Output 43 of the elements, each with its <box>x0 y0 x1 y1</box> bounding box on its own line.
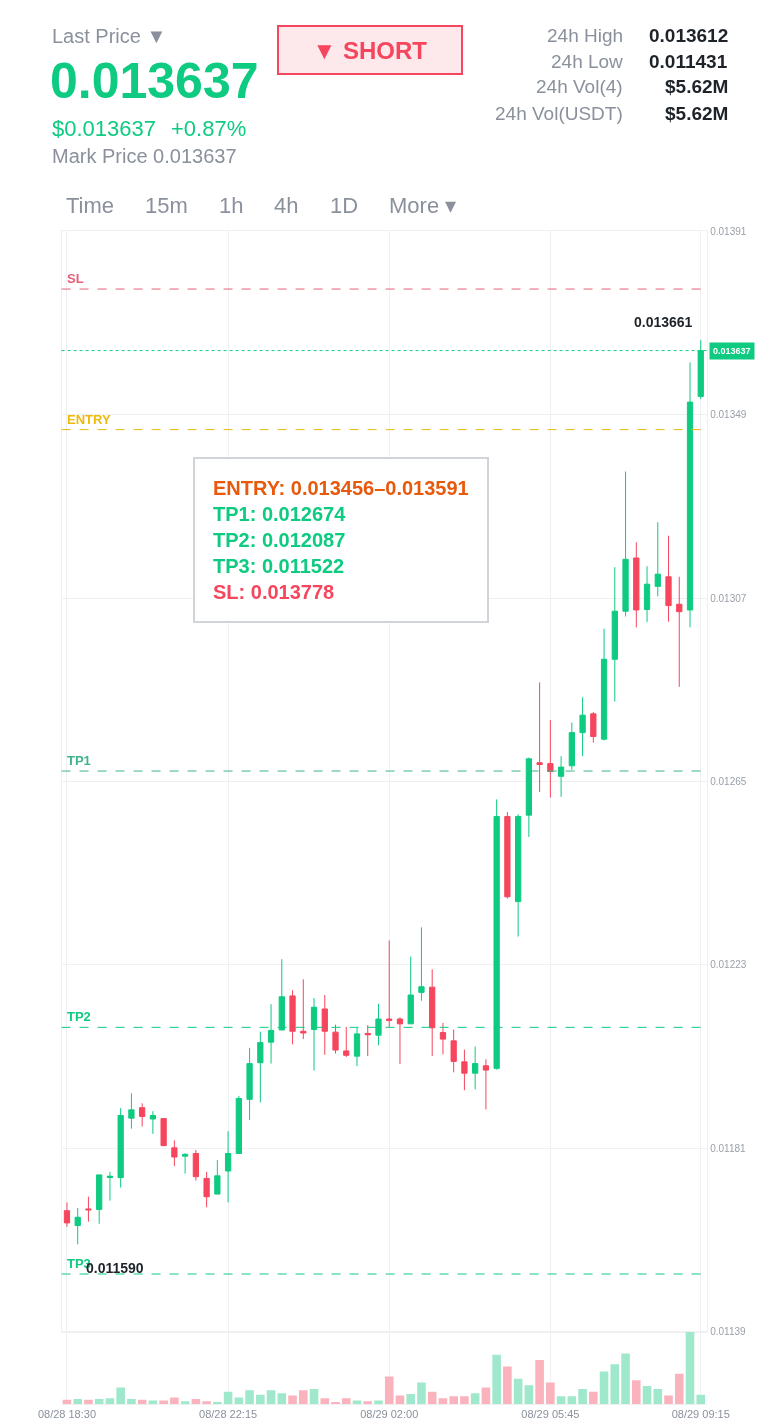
annotation: TP1: 0.012674 <box>213 503 347 525</box>
x-tick-label: 08/28 18:30 <box>37 1408 97 1421</box>
annotation: ENTRY: 0.013456–0.013591 <box>213 477 469 499</box>
text: 24h Vol(4) <box>536 76 623 97</box>
y-tick-label: 0.01223 <box>710 959 747 971</box>
text: 24h Vol(USDT) <box>495 103 623 124</box>
text: $0.013637 <box>52 116 156 141</box>
y-tick-label: 0.01307 <box>710 592 747 604</box>
y-tick-label: 0.01265 <box>710 776 747 788</box>
text: ▼ SHORT <box>312 36 428 64</box>
text: 24h High <box>547 25 624 46</box>
text: 0.011431 <box>649 51 728 72</box>
text: 4h <box>274 193 299 218</box>
annotation: TP2: 0.012087 <box>213 529 346 551</box>
y-tick-label: 0.01181 <box>710 1142 747 1154</box>
ref-line-label: TP2 <box>67 1009 91 1024</box>
text: Time <box>66 193 115 218</box>
text: Mark Price 0.013637 <box>52 145 237 167</box>
x-tick-label: 08/29 09:15 <box>671 1408 730 1421</box>
ref-line-label: ENTRY <box>67 412 111 427</box>
text: More ▾ <box>389 193 457 218</box>
x-tick-label: 08/29 05:45 <box>521 1408 580 1421</box>
annotation: 0.013661 <box>634 314 693 330</box>
x-tick-label: 08/28 22:15 <box>199 1408 258 1421</box>
text: 1h <box>219 193 244 218</box>
annotation: TP3: 0.011522 <box>213 555 345 577</box>
ref-line-label: 0.013637 <box>713 346 751 356</box>
text: 24h Low <box>551 51 624 72</box>
text: +0.87% <box>171 116 247 141</box>
y-tick-label: 0.01391 <box>710 225 747 237</box>
text: 1D <box>330 193 359 218</box>
text: Last Price ▼ <box>52 25 167 47</box>
y-tick-label: 0.01139 <box>710 1326 747 1338</box>
y-tick-label: 0.01349 <box>710 409 747 421</box>
annotation: SL: 0.013778 <box>213 581 335 603</box>
text: 15m <box>145 193 188 218</box>
ref-line-label: SL <box>67 271 84 286</box>
text: $5.62M <box>665 103 729 124</box>
text: 0.013612 <box>649 25 729 46</box>
ref-line-label: TP1 <box>67 753 91 768</box>
text: 0.013637 <box>50 53 259 109</box>
x-tick-label: 08/29 02:00 <box>360 1408 419 1421</box>
text: $5.62M <box>665 76 729 97</box>
